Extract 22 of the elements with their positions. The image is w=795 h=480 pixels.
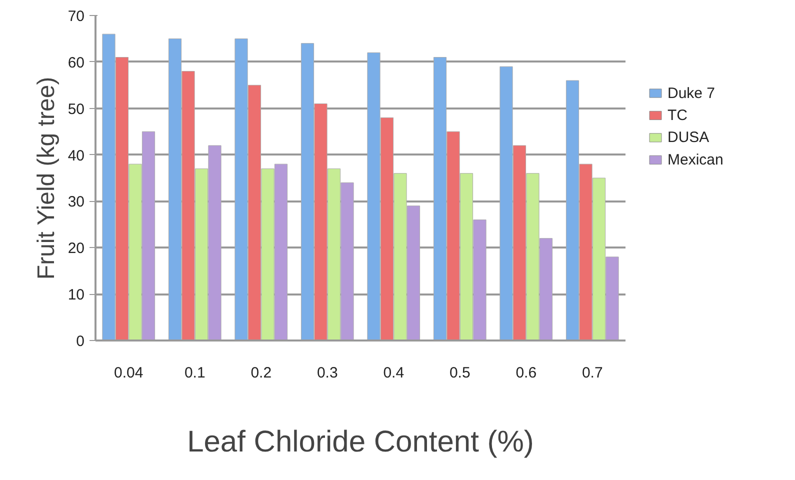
x-tick-label: 0.6 xyxy=(516,364,537,382)
x-tick-label: 0.1 xyxy=(184,364,206,382)
x-axis-title: Leaf Chloride Content (%) xyxy=(187,426,534,458)
y-tick-label: 20 xyxy=(68,240,85,258)
x-tick-label: 0.5 xyxy=(449,364,470,382)
y-tick-label: 10 xyxy=(68,286,85,304)
y-tick-label: 50 xyxy=(68,100,85,118)
y-tick-label: 30 xyxy=(68,194,85,211)
x-tick-label: 0.3 xyxy=(316,364,338,382)
legend-label: Duke 7 xyxy=(668,84,716,102)
x-tick-label: 0.4 xyxy=(383,364,404,382)
y-axis-title: Fruit Yield (kg tree) xyxy=(32,76,60,280)
x-tick-label: 0.2 xyxy=(250,364,272,382)
y-tick-label: 0 xyxy=(76,333,84,350)
x-tick-label: 0.04 xyxy=(114,364,144,382)
y-tick-label: 70 xyxy=(68,8,85,25)
x-tick-label: 0.7 xyxy=(582,364,603,382)
y-tick-label: 60 xyxy=(68,54,85,72)
legend-label: DUSA xyxy=(668,129,710,146)
y-tick-label: 40 xyxy=(68,147,85,164)
legend-label: TC xyxy=(668,106,688,124)
legend-label: Mexican xyxy=(668,151,724,168)
